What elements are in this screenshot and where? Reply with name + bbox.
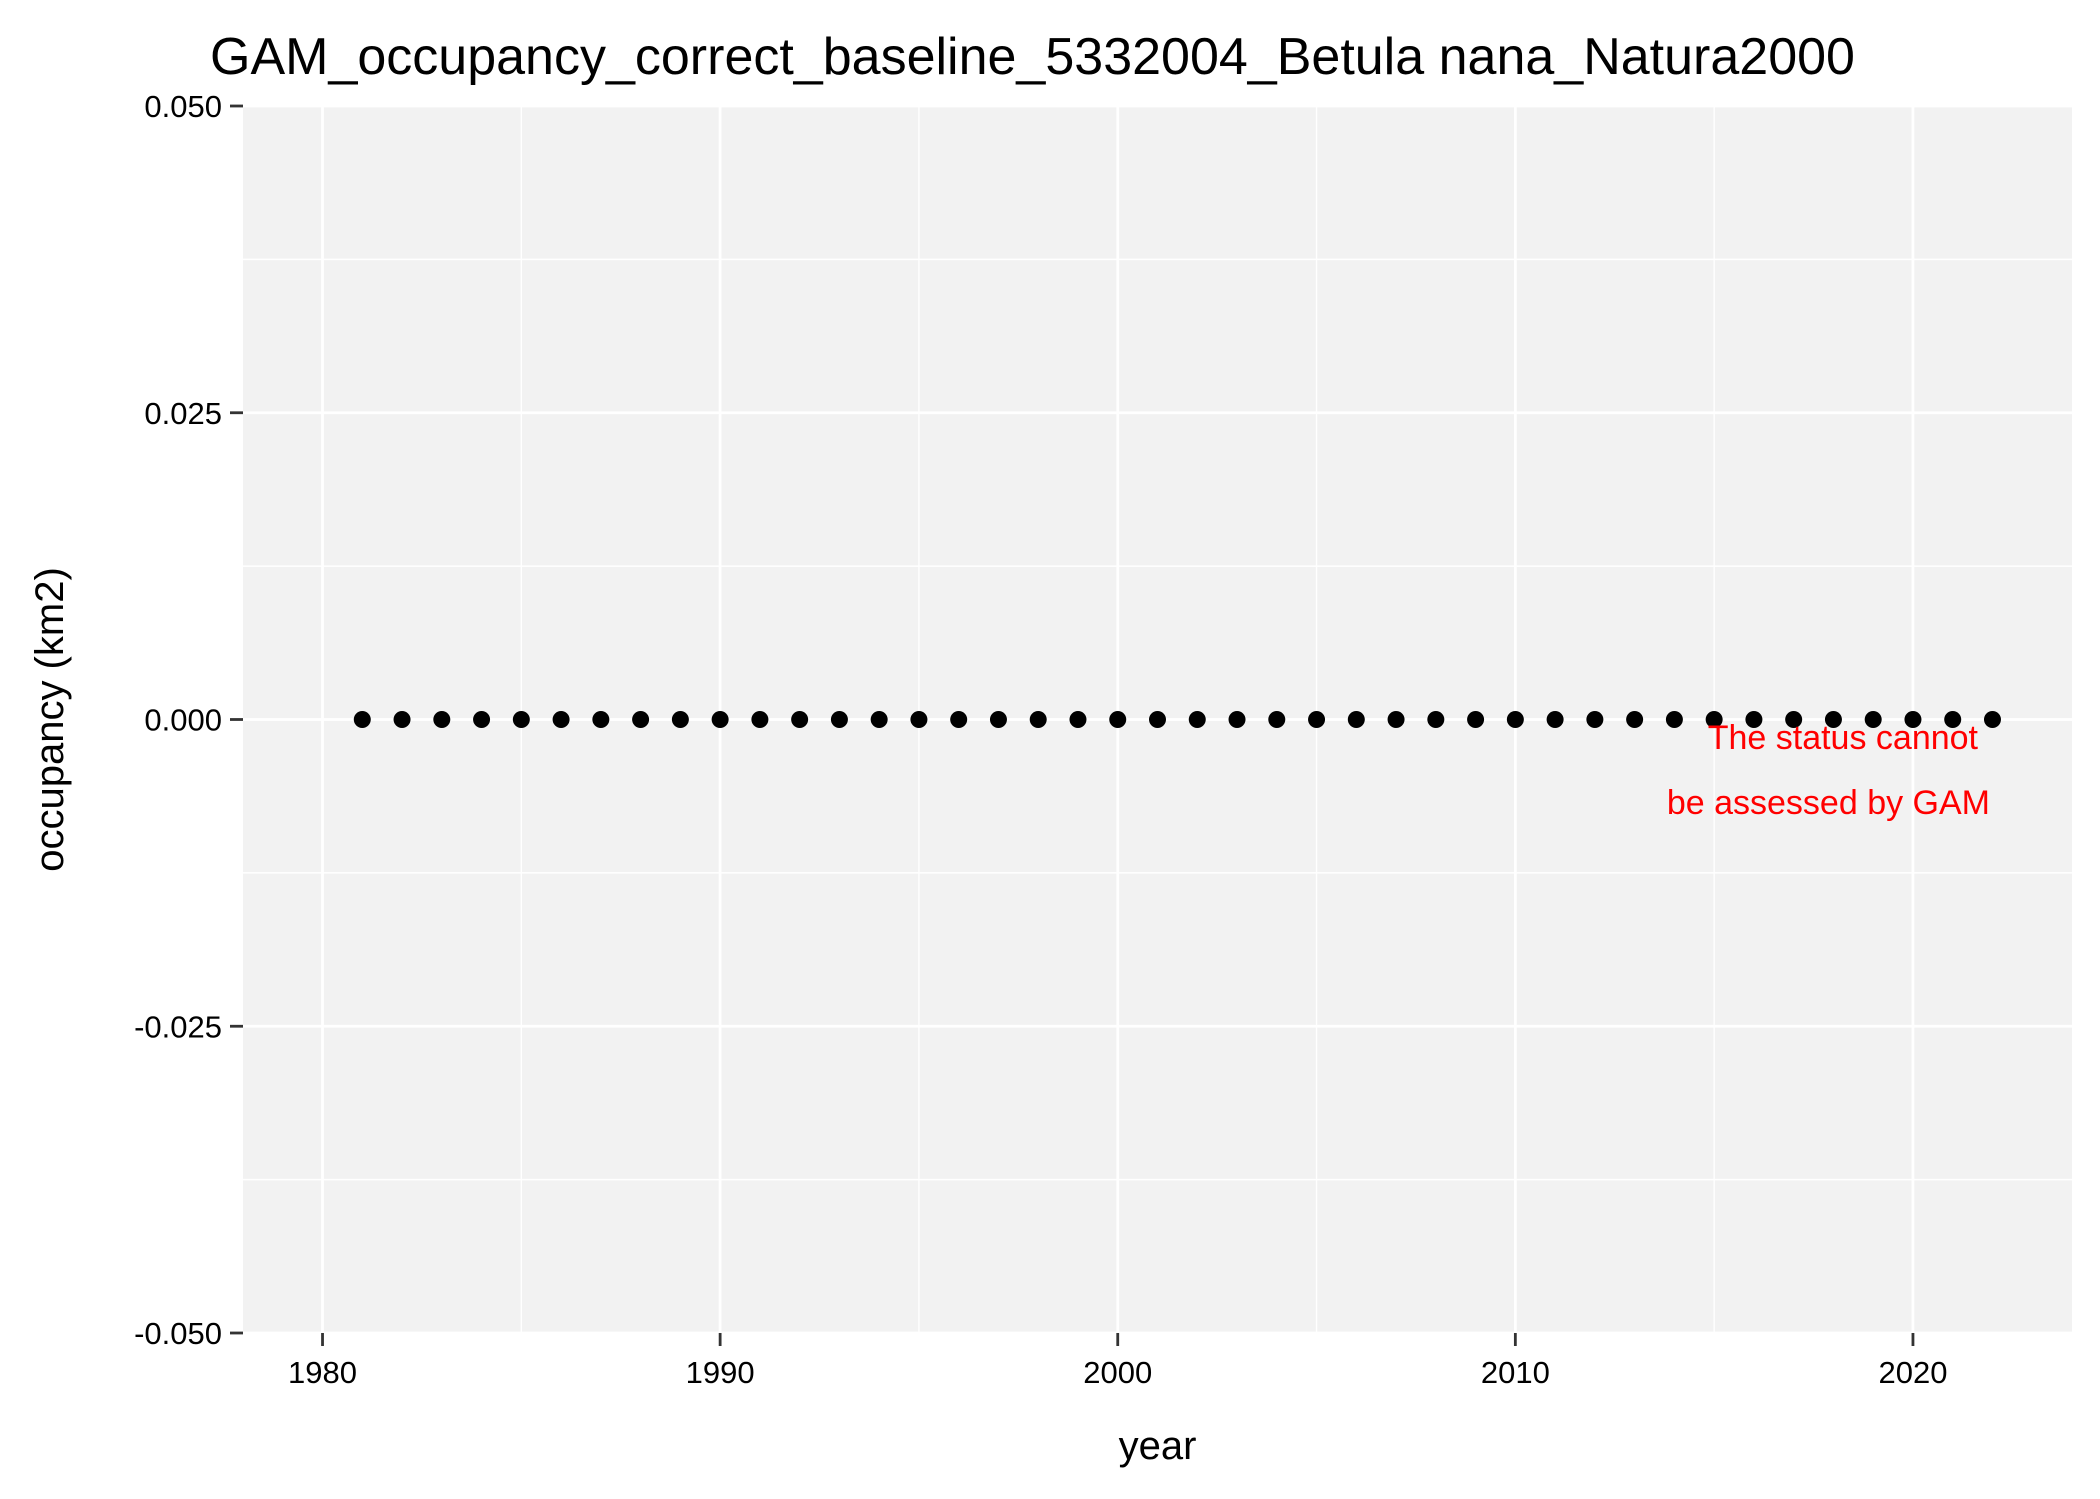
data-point [1228,711,1246,728]
y-axis-title: occupancy (km2) [28,567,72,872]
data-point [830,711,848,728]
y-tick-label: 0.000 [144,703,222,738]
data-point [1069,711,1087,728]
data-point [552,711,570,728]
x-axis: 1980 1990 2000 2010 2020 [288,1333,1947,1390]
data-point [1467,711,1485,728]
y-tick-label: -0.025 [134,1009,222,1044]
data-point [632,711,650,728]
data-point [1149,711,1166,728]
annotation-line-1: The status cannot [1708,719,1979,757]
data-point [1785,711,1803,728]
data-point [1665,711,1683,728]
data-point [1705,711,1723,728]
data-point [1586,711,1604,728]
data-point [1944,711,1962,728]
y-axis: -0.050 -0.025 0.000 0.025 0.050 [134,89,243,1351]
x-tick-label: 2000 [1083,1355,1152,1390]
data-point [1387,711,1405,728]
x-tick-label: 1990 [686,1355,755,1390]
data-point [870,711,888,728]
data-point [910,711,928,728]
data-point [1745,711,1763,728]
data-point [1268,711,1286,728]
data-point [1546,711,1564,728]
data-point [433,711,451,728]
data-point [592,711,610,728]
y-tick-label: -0.050 [134,1316,222,1351]
data-points [353,711,2001,728]
data-point [1983,711,2001,728]
x-axis-title: year [1119,1424,1197,1468]
annotation-line-2: be assessed by GAM [1667,784,1990,822]
x-tick-label: 2010 [1481,1355,1550,1390]
data-point [353,711,371,728]
data-point [791,711,809,728]
data-point [1188,711,1206,728]
data-point [1626,711,1644,728]
data-point [989,711,1007,728]
data-point [1506,711,1524,728]
data-point [1427,711,1445,728]
data-point [393,711,411,728]
data-point [1864,711,1882,728]
data-point [1347,711,1365,728]
y-tick-label: 0.025 [144,396,222,431]
y-tick-label: 0.050 [144,89,222,124]
data-point [473,711,491,728]
data-point [711,711,729,728]
data-point [671,711,689,728]
chart-title: GAM_occupancy_correct_baseline_5332004_B… [210,28,1855,86]
data-point [1904,711,1922,728]
x-tick-label: 1980 [288,1355,357,1390]
data-point [1308,711,1326,728]
data-point [1029,711,1047,728]
data-point [1824,711,1842,728]
data-point [751,711,769,728]
data-point [512,711,530,728]
data-point [950,711,968,728]
x-tick-label: 2020 [1878,1355,1947,1390]
data-point [1109,711,1127,728]
